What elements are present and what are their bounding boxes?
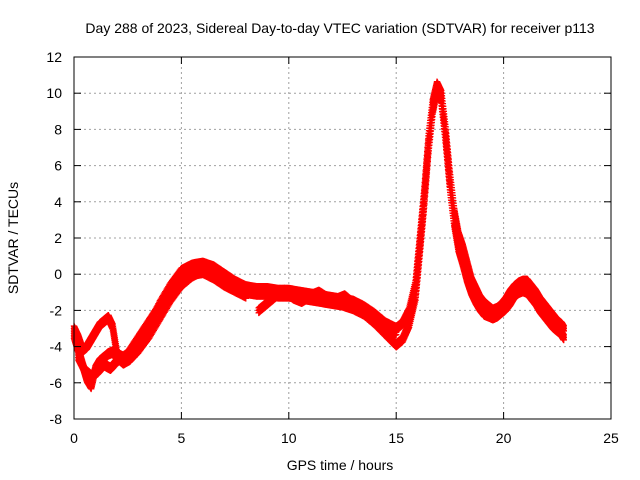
grid-lines (74, 57, 611, 419)
data-points (70, 78, 567, 393)
